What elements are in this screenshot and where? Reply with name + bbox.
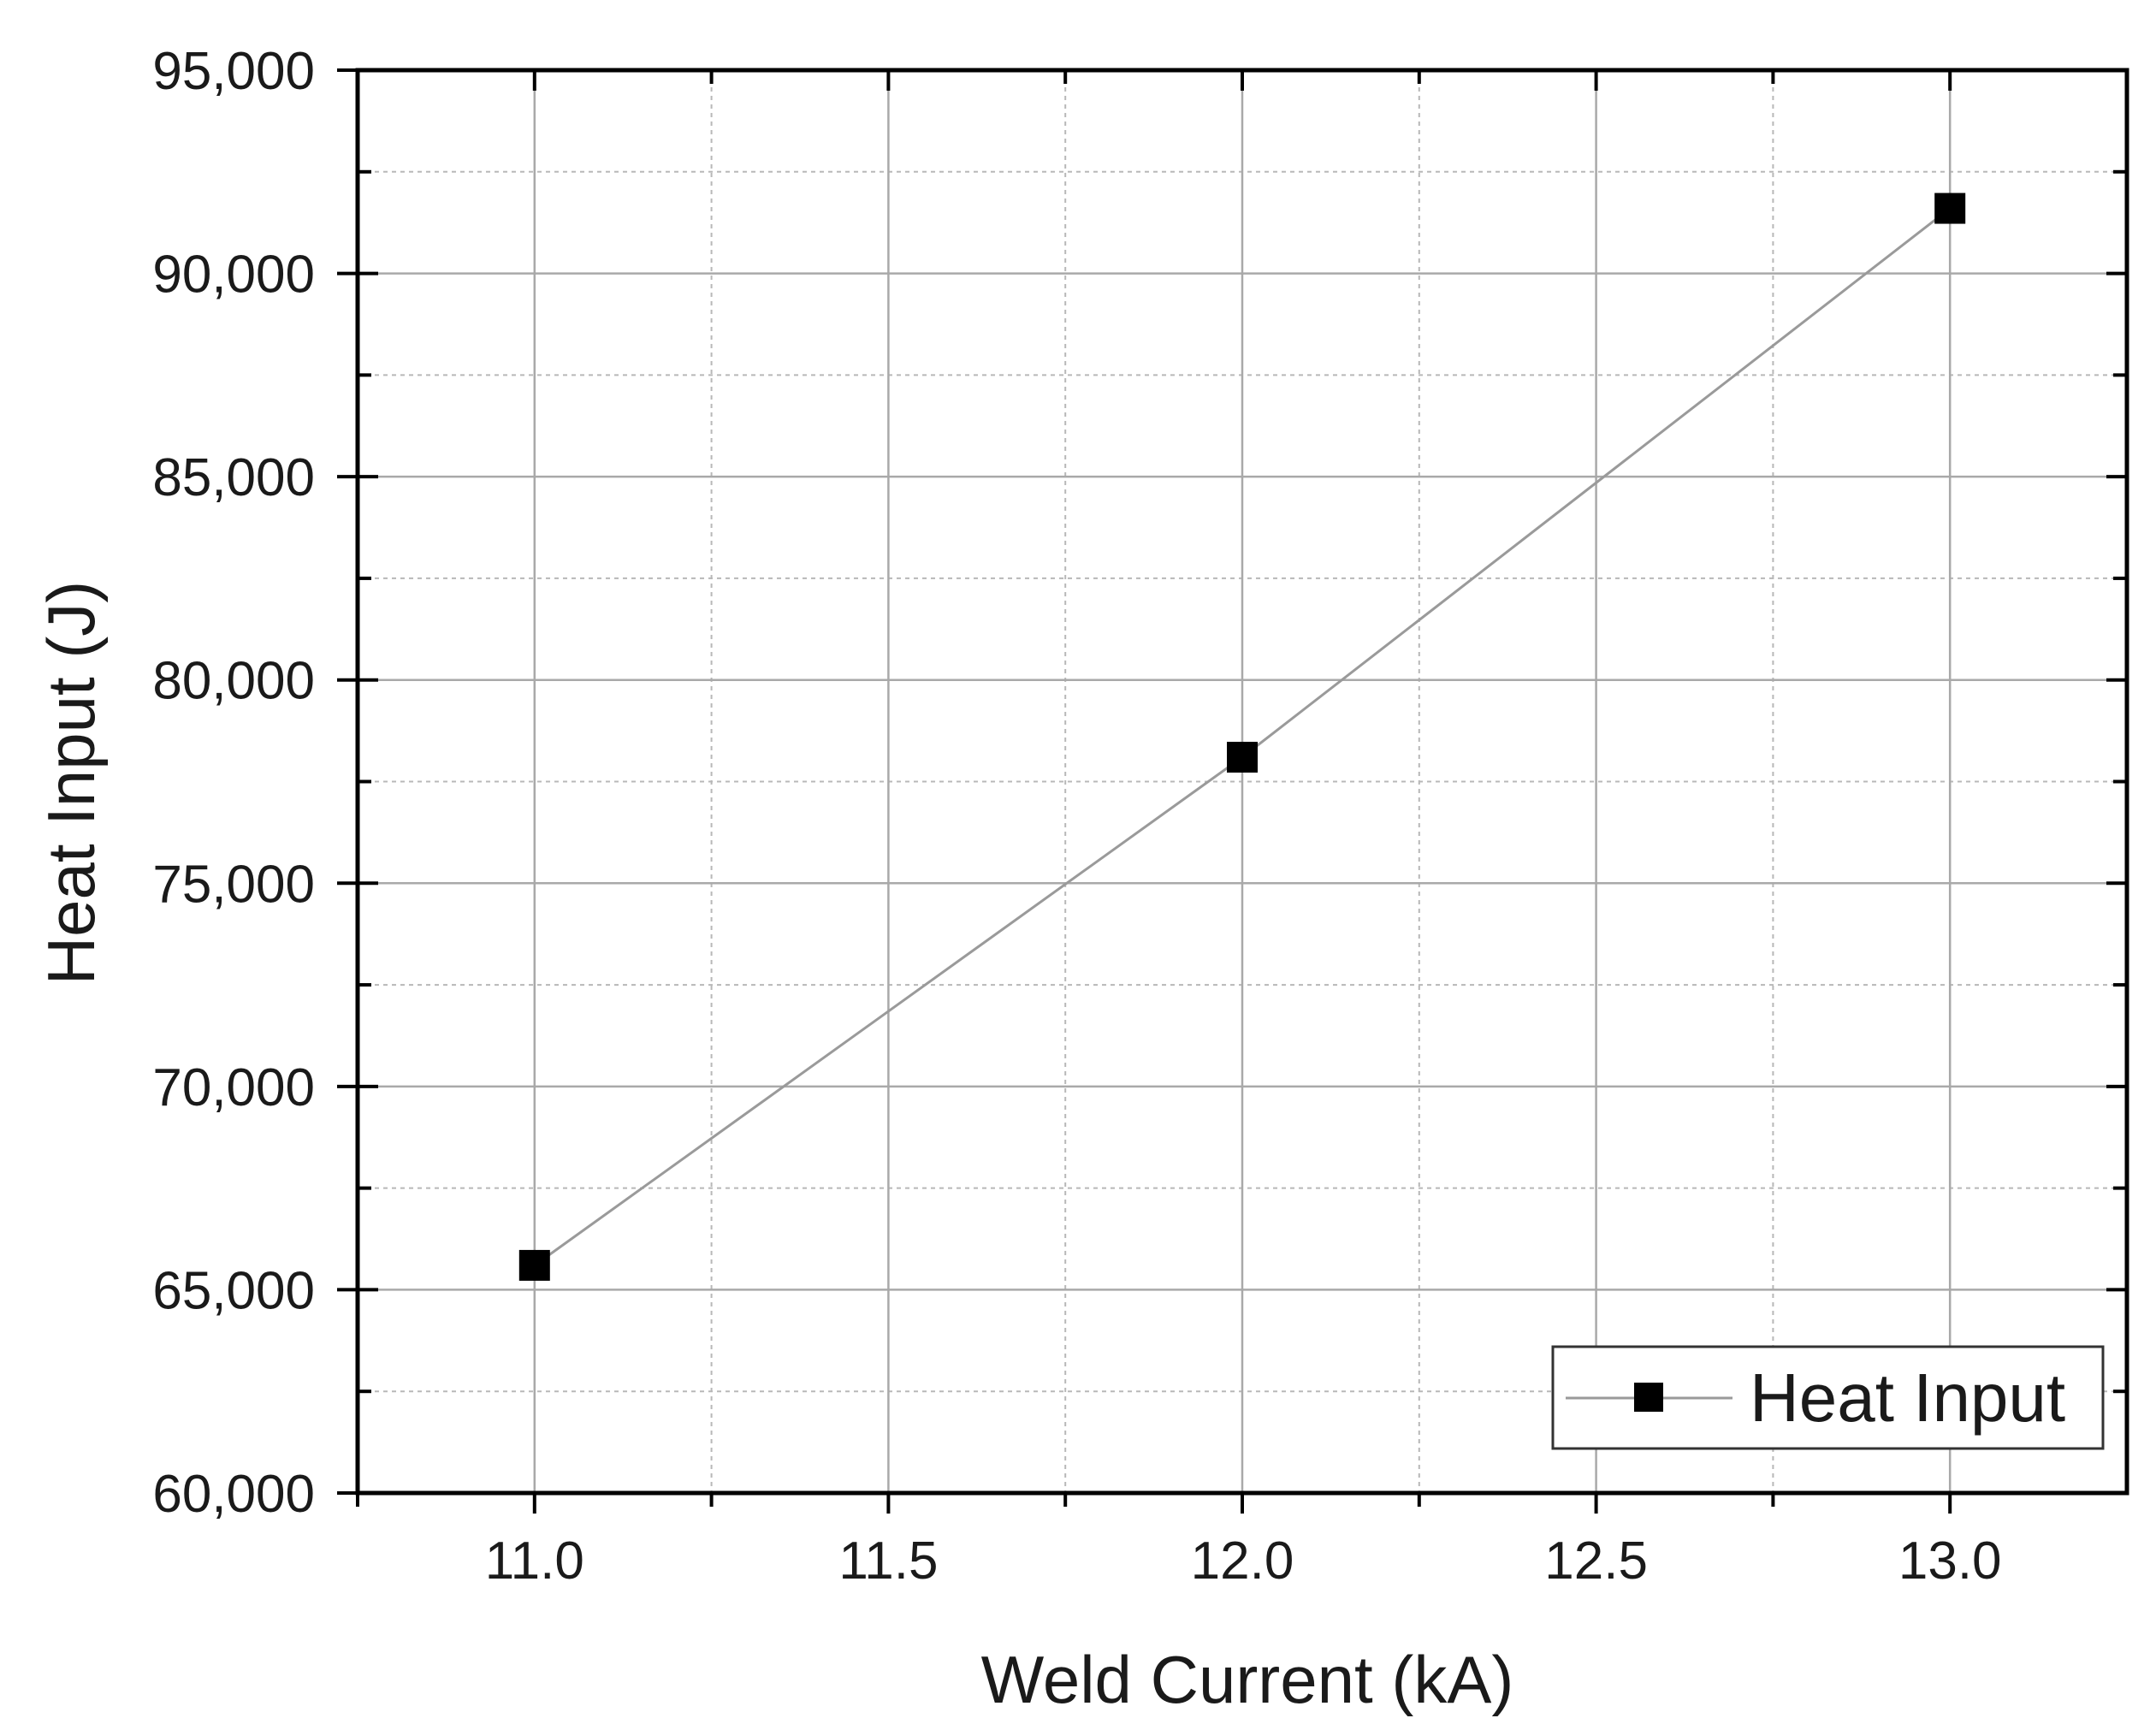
y-tick-label: 95,000 <box>152 42 315 101</box>
legend-marker-square <box>1634 1383 1663 1412</box>
y-tick-label: 65,000 <box>152 1261 315 1320</box>
y-tick-label: 80,000 <box>152 652 315 711</box>
x-tick-label: 11.5 <box>838 1532 938 1591</box>
data-point <box>1934 193 1966 224</box>
y-tick-label: 90,000 <box>152 246 315 305</box>
x-tick-label: 11.0 <box>485 1532 584 1591</box>
data-point <box>1227 741 1258 773</box>
x-tick-label: 12.0 <box>1191 1532 1294 1591</box>
x-axis-title: Weld Current (kA) <box>981 1642 1514 1717</box>
data-point <box>518 1249 550 1281</box>
grid <box>358 70 2127 1493</box>
y-tick-label: 70,000 <box>152 1058 315 1117</box>
axis-ticks <box>337 68 2127 1514</box>
legend-label: Heat Input <box>1750 1360 2065 1436</box>
y-tick-label: 75,000 <box>152 855 315 914</box>
x-tick-labels: 11.0 11.5 12.0 12.5 13.0 <box>485 1532 2002 1591</box>
y-tick-label: 85,000 <box>152 448 315 507</box>
y-tick-labels: 60,000 65,000 70,000 75,000 80,000 85,000 90,0… <box>152 42 315 1524</box>
x-tick-label: 13.0 <box>1898 1532 2002 1591</box>
y-tick-label: 60,000 <box>152 1465 315 1524</box>
series-layer <box>518 193 1966 1281</box>
y-axis-title: Heat Input (J) <box>33 581 109 986</box>
legend: Heat Input <box>1551 1345 2105 1450</box>
x-tick-label: 12.5 <box>1544 1532 1648 1591</box>
